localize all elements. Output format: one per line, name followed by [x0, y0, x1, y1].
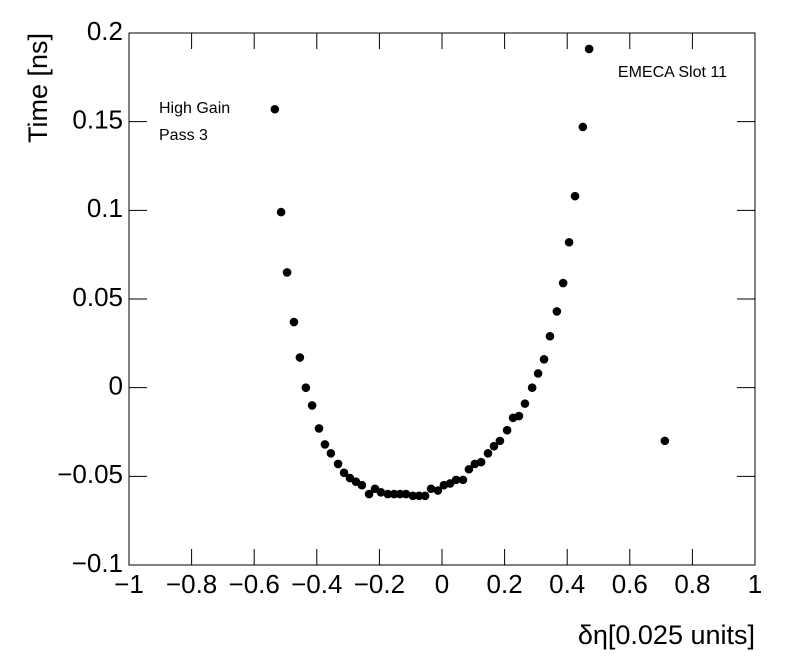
- x-tick-label: −1: [114, 569, 144, 599]
- point: [426, 484, 436, 494]
- y-axis-label: Time [ns]: [23, 33, 53, 143]
- point: [420, 491, 430, 501]
- point: [578, 122, 588, 132]
- y-tick-label: −0.1: [72, 548, 123, 578]
- point: [558, 278, 568, 288]
- x-tick-label: 0.4: [549, 569, 585, 599]
- point: [270, 104, 280, 114]
- point: [483, 448, 493, 458]
- x-tick-label: −0.2: [354, 569, 405, 599]
- point: [282, 268, 292, 277]
- y-tick-label: −0.05: [57, 459, 123, 489]
- y-tick-label: 0.05: [72, 282, 123, 312]
- point: [301, 383, 311, 392]
- point: [389, 489, 399, 499]
- point: [333, 459, 343, 469]
- annotation: EMECA Slot 11: [618, 64, 727, 81]
- x-tick-label: 1: [748, 569, 762, 599]
- point: [545, 331, 555, 341]
- x-tick-label: −0.6: [229, 569, 280, 599]
- point: [502, 425, 512, 435]
- point: [552, 307, 562, 316]
- point: [376, 487, 386, 497]
- y-tick-label: 0.1: [87, 193, 123, 223]
- point: [395, 489, 405, 499]
- point: [495, 436, 505, 446]
- point: [476, 457, 486, 467]
- point: [307, 401, 317, 410]
- point: [276, 207, 286, 217]
- annotation: High Gain: [159, 100, 230, 117]
- point: [364, 489, 374, 499]
- point: [414, 491, 424, 501]
- y-tick-label: 0.15: [72, 105, 123, 135]
- point: [584, 44, 594, 54]
- point: [401, 489, 411, 499]
- y-tick-label: 0.2: [87, 16, 123, 46]
- point: [357, 480, 367, 490]
- point: [458, 475, 468, 485]
- point: [533, 369, 543, 378]
- annotation: Pass 3: [159, 127, 208, 144]
- point: [314, 424, 324, 433]
- y-tick-label: 0: [109, 371, 123, 401]
- point: [383, 489, 393, 499]
- point: [408, 491, 418, 501]
- point: [295, 353, 305, 362]
- point: [514, 411, 524, 421]
- x-axis-label: δη[0.025 units]: [578, 620, 755, 650]
- point: [464, 464, 474, 474]
- point: [564, 237, 574, 247]
- point: [489, 441, 499, 451]
- point: [289, 317, 299, 327]
- point: [320, 440, 330, 449]
- point: [451, 475, 461, 485]
- point: [326, 448, 336, 458]
- x-tick-label: 0.8: [674, 569, 710, 599]
- x-tick-label: −0.4: [291, 569, 342, 599]
- x-tick-label: 0: [435, 569, 449, 599]
- point: [433, 486, 443, 495]
- x-tick-label: −0.8: [166, 569, 217, 599]
- point: [339, 468, 349, 478]
- x-tick-label: 0.2: [487, 569, 523, 599]
- point: [527, 383, 537, 392]
- point: [570, 191, 580, 201]
- point: [520, 399, 530, 408]
- x-tick-label: 0.6: [612, 569, 648, 599]
- point: [539, 354, 549, 364]
- point: [660, 436, 670, 446]
